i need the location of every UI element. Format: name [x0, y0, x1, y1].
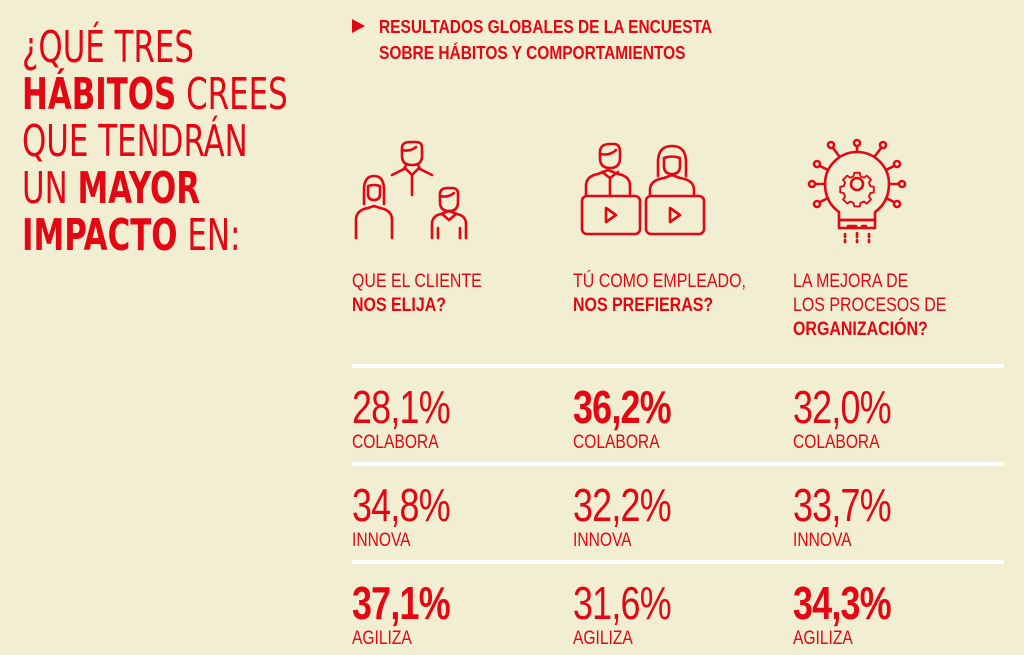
stat-value: 28,1%: [352, 381, 451, 433]
headline-line-4: UN MAYOR: [22, 163, 201, 214]
divider: [352, 462, 1004, 466]
stat-label: AGILIZA: [573, 628, 633, 649]
stat-employee-streamline: 31,6% AGILIZA: [573, 580, 783, 650]
stat-value: 34,8%: [352, 479, 451, 531]
divider: [352, 560, 1004, 564]
stat-value: 34,3%: [793, 577, 892, 629]
headline-line-5: IMPACTO EN:: [22, 210, 241, 261]
headline-line-3: QUE TENDRÁN: [22, 116, 248, 167]
stat-label: COLABORA: [573, 432, 660, 453]
stat-customer-innovate: 34,8% INNOVA: [352, 482, 562, 552]
main-question-headline: ¿QUÉ TRES HÁBITOS CREES QUE TENDRÁN UN M…: [22, 24, 288, 259]
stat-value: 31,6%: [573, 577, 672, 629]
stat-label: COLABORA: [352, 432, 439, 453]
stat-label: COLABORA: [793, 432, 880, 453]
divider: [352, 364, 1004, 368]
stat-label: AGILIZA: [793, 628, 853, 649]
stat-employee-innovate: 32,2% INNOVA: [573, 482, 783, 552]
question-employee: TÚ COMO EMPLEADO, NOS PREFIERAS?: [573, 271, 746, 316]
stat-label: AGILIZA: [352, 628, 412, 649]
survey-results-banner: RESULTADOS GLOBALES DE LA ENCUESTA SOBRE…: [352, 14, 766, 66]
stat-value: 36,2%: [573, 381, 672, 433]
stat-employee-collaborate: 36,2% COLABORA: [573, 384, 783, 454]
question-organization: LA MEJORA DE LOS PROCESOS DE ORGANIZACIÓ…: [793, 271, 947, 340]
headline-line-1: ¿QUÉ TRES: [22, 22, 195, 73]
group-of-people-icon: [352, 138, 470, 240]
stat-customer-collaborate: 28,1% COLABORA: [352, 384, 562, 454]
play-triangle-icon: [352, 19, 365, 33]
headline-line-2: HÁBITOS CREES: [22, 69, 288, 120]
question-customer: QUE EL CLIENTE NOS ELIJA?: [352, 271, 482, 316]
stat-label: INNOVA: [793, 530, 852, 551]
stat-label: INNOVA: [352, 530, 411, 551]
stat-value: 33,7%: [793, 479, 892, 531]
stat-customer-streamline: 37,1% AGILIZA: [352, 580, 562, 650]
banner-title: RESULTADOS GLOBALES DE LA ENCUESTA SOBRE…: [379, 17, 713, 63]
stat-value: 32,2%: [573, 479, 672, 531]
stat-label: INNOVA: [573, 530, 632, 551]
stat-organization-collaborate: 32,0% COLABORA: [793, 384, 1003, 454]
lightbulb-gear-icon: [804, 138, 910, 244]
stat-organization-innovate: 33,7% INNOVA: [793, 482, 1003, 552]
stat-value: 37,1%: [352, 577, 451, 629]
employees-at-laptops-icon: [580, 140, 710, 238]
stat-value: 32,0%: [793, 381, 892, 433]
stat-organization-streamline: 34,3% AGILIZA: [793, 580, 1003, 650]
